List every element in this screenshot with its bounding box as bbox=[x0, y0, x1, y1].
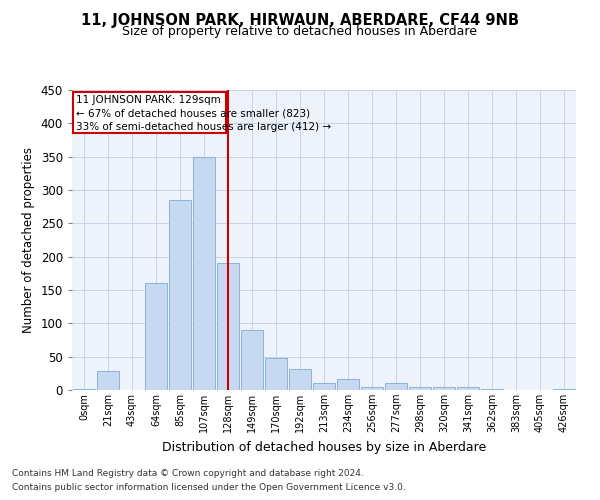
Text: 33% of semi-detached houses are larger (412) →: 33% of semi-detached houses are larger (… bbox=[76, 122, 331, 132]
Bar bbox=[553, 388, 575, 390]
Bar bbox=[73, 388, 95, 390]
Bar bbox=[409, 386, 431, 390]
Bar bbox=[361, 386, 383, 390]
FancyBboxPatch shape bbox=[73, 92, 226, 134]
Bar bbox=[97, 372, 119, 390]
Bar bbox=[169, 200, 191, 390]
Bar bbox=[337, 380, 359, 390]
Text: Size of property relative to detached houses in Aberdare: Size of property relative to detached ho… bbox=[122, 25, 478, 38]
Bar bbox=[385, 384, 407, 390]
Bar bbox=[289, 368, 311, 390]
Text: ← 67% of detached houses are smaller (823): ← 67% of detached houses are smaller (82… bbox=[76, 108, 310, 118]
X-axis label: Distribution of detached houses by size in Aberdare: Distribution of detached houses by size … bbox=[162, 440, 486, 454]
Bar bbox=[457, 386, 479, 390]
Bar bbox=[313, 384, 335, 390]
Text: Contains HM Land Registry data © Crown copyright and database right 2024.: Contains HM Land Registry data © Crown c… bbox=[12, 468, 364, 477]
Text: 11 JOHNSON PARK: 129sqm: 11 JOHNSON PARK: 129sqm bbox=[76, 94, 220, 104]
Bar bbox=[217, 264, 239, 390]
Text: Contains public sector information licensed under the Open Government Licence v3: Contains public sector information licen… bbox=[12, 484, 406, 492]
Bar bbox=[433, 386, 455, 390]
Bar bbox=[481, 388, 503, 390]
Bar bbox=[241, 330, 263, 390]
Bar bbox=[193, 156, 215, 390]
Bar bbox=[145, 284, 167, 390]
Y-axis label: Number of detached properties: Number of detached properties bbox=[22, 147, 35, 333]
Text: 11, JOHNSON PARK, HIRWAUN, ABERDARE, CF44 9NB: 11, JOHNSON PARK, HIRWAUN, ABERDARE, CF4… bbox=[81, 12, 519, 28]
Bar bbox=[265, 358, 287, 390]
